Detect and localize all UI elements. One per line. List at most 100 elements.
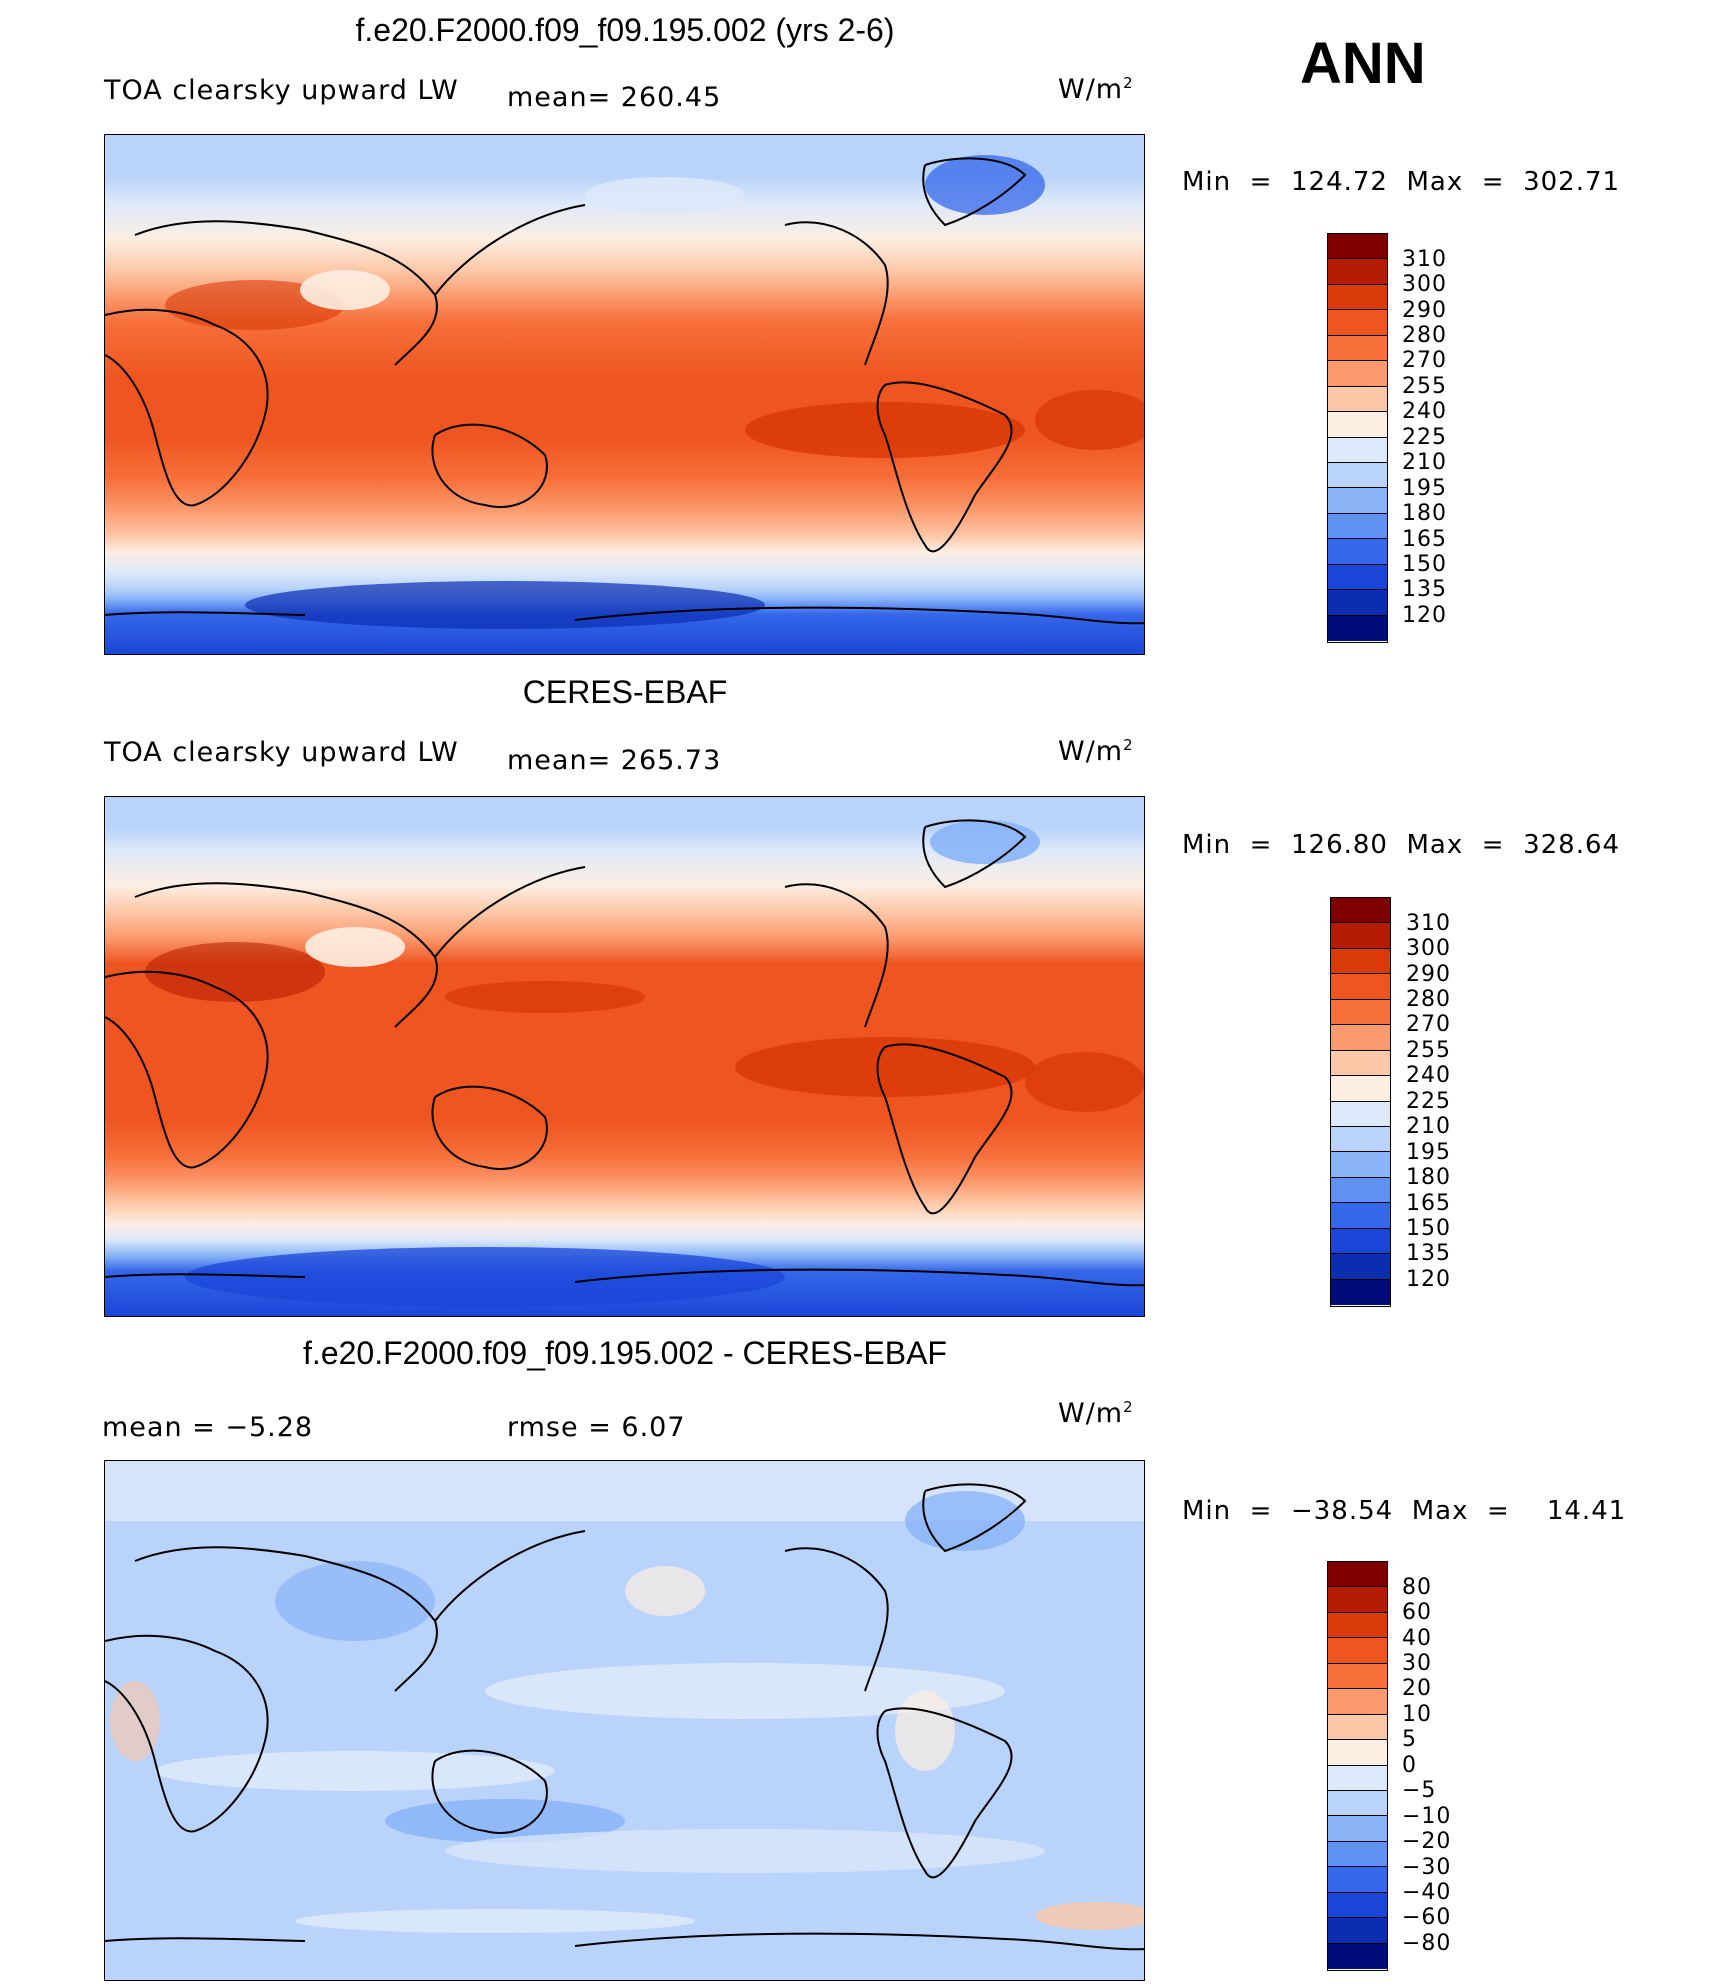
panel-3-colorbar <box>1327 1561 1388 1971</box>
panel-3-colorbar-tick-label: 5 <box>1402 1727 1417 1753</box>
panel-2-colorbar-tick-label: 280 <box>1406 987 1451 1013</box>
panel-3-colorbar-swatch <box>1328 1587 1387 1613</box>
panel-3-colorbar-swatch <box>1328 1663 1387 1690</box>
panel-1-colorbar-tick-label: 225 <box>1402 424 1447 450</box>
panel-1-colorbar-swatch <box>1328 462 1387 489</box>
panel-2-variable-label: TOA clearsky upward LW <box>104 737 459 768</box>
panel-2-colorbar-swatch <box>1331 1025 1390 1051</box>
panel-1-mean-label: mean= 260.45 <box>507 82 722 113</box>
panel-3-colorbar-swatch <box>1328 1740 1387 1766</box>
panel-1-colorbar-swatch <box>1328 488 1387 514</box>
panel-2-colorbar-tick-label: 255 <box>1406 1037 1451 1063</box>
panel-1-colorbar-tick-label: 210 <box>1402 450 1447 476</box>
panel-2-colorbar-swatch <box>1331 1203 1390 1229</box>
panel-1-map <box>104 134 1145 655</box>
panel-1-variable-label: TOA clearsky upward LW <box>104 75 459 106</box>
panel-2-colorbar-swatch <box>1331 1254 1390 1280</box>
panel-1-colorbar-swatch <box>1328 539 1387 565</box>
panel-3-colorbar-swatch <box>1328 1714 1387 1741</box>
panel-1-colorbar-swatch <box>1328 310 1387 336</box>
panel-3-colorbar-tick-label: −10 <box>1402 1803 1452 1829</box>
panel-1-colorbar-swatches <box>1328 234 1387 641</box>
panel-3-colorbar-tick-label: 30 <box>1402 1651 1432 1677</box>
panel-3-colorbar-tick-label: 80 <box>1402 1574 1432 1600</box>
panel-2-colorbar-swatch <box>1331 999 1390 1026</box>
panel-1-colorbar-tick-label: 280 <box>1402 323 1447 349</box>
panel-2-colorbar-swatches <box>1331 898 1390 1305</box>
panel-3-colorbar-labels: 80 60 40 30 20 10 5 0 −5 −10 −20 −30 −40 −60 −80 <box>1402 1573 1482 1963</box>
panel-2-colorbar-tick-label: 310 <box>1406 910 1451 936</box>
panel-3-colorbar-swatch <box>1328 1892 1387 1919</box>
panel-1-colorbar <box>1327 233 1388 643</box>
panel-3-rmse-label: rmse = 6.07 <box>507 1412 686 1443</box>
panel-3-colorbar-tick-label: −20 <box>1402 1829 1452 1855</box>
panel-1-minmax: Min = 124.72 Max = 302.71 <box>1182 167 1621 197</box>
panel-2-colorbar-tick-label: 240 <box>1406 1063 1451 1089</box>
panel-2-colorbar-swatch <box>1331 1152 1390 1178</box>
panel-1-colorbar-tick-label: 240 <box>1402 399 1447 425</box>
panel-1-colorbar-tick-label: 135 <box>1402 577 1447 603</box>
panel-2-map <box>104 796 1145 1317</box>
panel-1-map-canvas <box>105 135 1144 654</box>
panel-1-colorbar-swatch <box>1328 590 1387 616</box>
panel-3-colorbar-tick-label: 20 <box>1402 1676 1432 1702</box>
panel-3-colorbar-tick-label: 0 <box>1402 1752 1417 1778</box>
panel-2-colorbar-tick-label: 210 <box>1406 1114 1451 1140</box>
panel-3-minmax: Min = −38.54 Max = 14.41 <box>1182 1496 1627 1526</box>
panel-2-colorbar-labels: 310 300 290 280 270 255 240 225 210 195 180 165 150 1… <box>1406 909 1486 1299</box>
panel-3-colorbar-swatch <box>1328 1790 1387 1817</box>
panel-1-colorbar-tick-label: 165 <box>1402 526 1447 552</box>
panel-1-colorbar-swatch <box>1328 513 1387 540</box>
panel-2-colorbar-swatch <box>1331 1050 1390 1077</box>
panel-2-colorbar-tick-label: 290 <box>1406 961 1451 987</box>
panel-1-colorbar-tick-label: 120 <box>1402 602 1447 628</box>
panel-1-colorbar-swatch <box>1328 386 1387 413</box>
panel-2-colorbar <box>1330 897 1391 1307</box>
panel-1-colorbar-swatch <box>1328 564 1387 591</box>
panel-3-colorbar-swatch <box>1328 1689 1387 1715</box>
panel-1-colorbar-swatch <box>1328 284 1387 311</box>
panel-1-colorbar-tick-label: 195 <box>1402 475 1447 501</box>
panel-2-units: W/m2 <box>1058 736 1134 767</box>
panel-3-map <box>104 1460 1145 1981</box>
panel-3-colorbar-swatch <box>1328 1816 1387 1842</box>
panel-2-colorbar-tick-label: 120 <box>1406 1266 1451 1292</box>
panel-3-colorbar-tick-label: 40 <box>1402 1625 1432 1651</box>
panel-1-colorbar-tick-label: 300 <box>1402 272 1447 298</box>
season-label: ANN <box>1300 31 1426 96</box>
panel-3-colorbar-swatch <box>1328 1918 1387 1944</box>
panel-3-colorbar-swatch <box>1328 1562 1387 1588</box>
panel-2-mean-label: mean= 265.73 <box>507 745 722 776</box>
panel-2-map-canvas <box>105 797 1144 1316</box>
panel-3-colorbar-swatches <box>1328 1562 1387 1969</box>
panel-2-colorbar-swatch <box>1331 898 1390 924</box>
panel-2-colorbar-swatch <box>1331 1101 1390 1127</box>
panel-1-colorbar-tick-label: 310 <box>1402 246 1447 272</box>
panel-2-colorbar-tick-label: 165 <box>1406 1190 1451 1216</box>
panel-1-title: f.e20.F2000.f09_f09.195.002 (yrs 2-6) <box>355 12 895 48</box>
panel-2-colorbar-swatch <box>1331 1126 1390 1153</box>
panel-2-colorbar-swatch <box>1331 1076 1390 1102</box>
panel-3-units: W/m2 <box>1058 1398 1134 1429</box>
panel-3-colorbar-swatch <box>1328 1612 1387 1639</box>
panel-1-colorbar-swatch <box>1328 412 1387 438</box>
panel-2-colorbar-swatch <box>1331 923 1390 949</box>
panel-2-colorbar-swatch <box>1331 974 1390 1000</box>
panel-3-colorbar-tick-label: −60 <box>1402 1905 1452 1931</box>
panel-2-colorbar-swatch <box>1331 1279 1390 1305</box>
panel-3-colorbar-swatch <box>1328 1841 1387 1868</box>
panel-1-colorbar-tick-label: 255 <box>1402 373 1447 399</box>
panel-2-title: CERES-EBAF <box>522 674 728 710</box>
panel-1-colorbar-tick-label: 270 <box>1402 348 1447 374</box>
panel-1-units: W/m2 <box>1058 74 1134 105</box>
panel-2-colorbar-tick-label: 195 <box>1406 1139 1451 1165</box>
panel-3-mean-label: mean = −5.28 <box>102 1412 314 1443</box>
panel-3-colorbar-swatch <box>1328 1867 1387 1893</box>
panel-2-colorbar-swatch <box>1331 1177 1390 1204</box>
panel-1-colorbar-swatch <box>1328 259 1387 285</box>
panel-2-colorbar-tick-label: 150 <box>1406 1215 1451 1241</box>
panel-2-colorbar-swatch <box>1331 948 1390 975</box>
panel-1-colorbar-swatch <box>1328 234 1387 260</box>
panel-1-colorbar-tick-label: 290 <box>1402 297 1447 323</box>
panel-1-colorbar-swatch <box>1328 361 1387 387</box>
